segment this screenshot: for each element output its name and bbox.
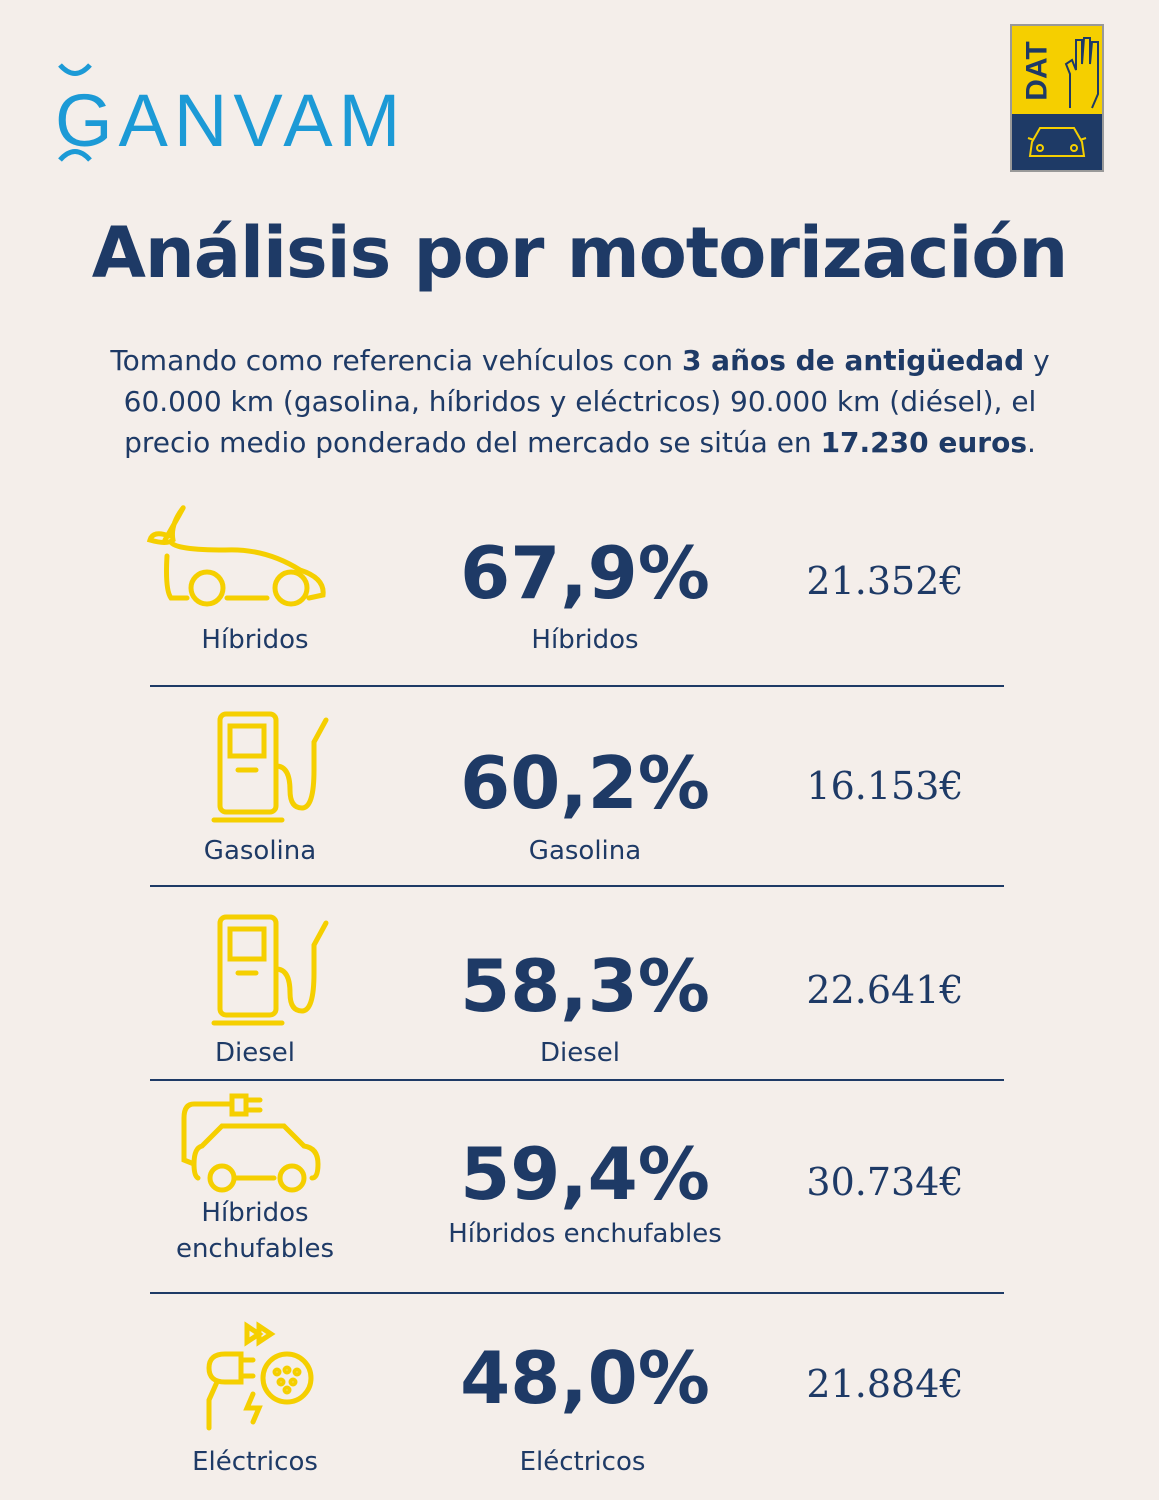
- car-icon: [1027, 127, 1087, 157]
- percent-value: 48,0%: [460, 1336, 710, 1420]
- fuel-pump-icon: [211, 914, 329, 1026]
- icon-label: Híbridos: [201, 1198, 309, 1228]
- divider: [150, 685, 1004, 687]
- page-title: Análisis por motorización: [91, 212, 1069, 294]
- price-value: 22.641€: [806, 968, 964, 1012]
- divider: [150, 1292, 1004, 1294]
- fuel-pump-icon: [211, 711, 329, 823]
- ganvam-logo: GANVAM: [55, 60, 405, 165]
- percent-value: 60,2%: [460, 741, 710, 825]
- divider: [150, 1079, 1004, 1081]
- icon-label: Gasolina: [203, 836, 317, 866]
- percent-value: 59,4%: [460, 1132, 710, 1216]
- divider: [150, 885, 1004, 887]
- percent-label: Híbridos enchufables: [448, 1219, 722, 1249]
- dat-logo: DAT: [1010, 24, 1104, 172]
- price-value: 21.352€: [806, 559, 964, 603]
- hybrid-car-leaf-icon: [146, 505, 326, 607]
- price-value: 16.153€: [806, 764, 964, 808]
- intro-text: Tomando como referencia vehículos con 3 …: [110, 344, 1050, 459]
- percent-label: Diesel: [539, 1038, 620, 1068]
- ev-charger-icon: [206, 1321, 314, 1431]
- ganvam-wordmark: GANVAM: [55, 79, 407, 162]
- price-value: 21.884€: [806, 1362, 964, 1406]
- icon-label: Híbridos: [201, 625, 309, 655]
- percent-value: 67,9%: [460, 531, 710, 615]
- percent-label: Gasolina: [528, 836, 642, 866]
- icon-label: Diesel: [214, 1038, 295, 1068]
- percent-label: Híbridos: [531, 625, 639, 655]
- icon-label: enchufables: [175, 1234, 335, 1264]
- percent-label: Eléctricos: [519, 1447, 646, 1477]
- price-value: 30.734€: [806, 1160, 964, 1204]
- percent-value: 58,3%: [460, 944, 710, 1028]
- plug-in-car-icon: [181, 1093, 321, 1193]
- icon-label: Eléctricos: [192, 1447, 318, 1477]
